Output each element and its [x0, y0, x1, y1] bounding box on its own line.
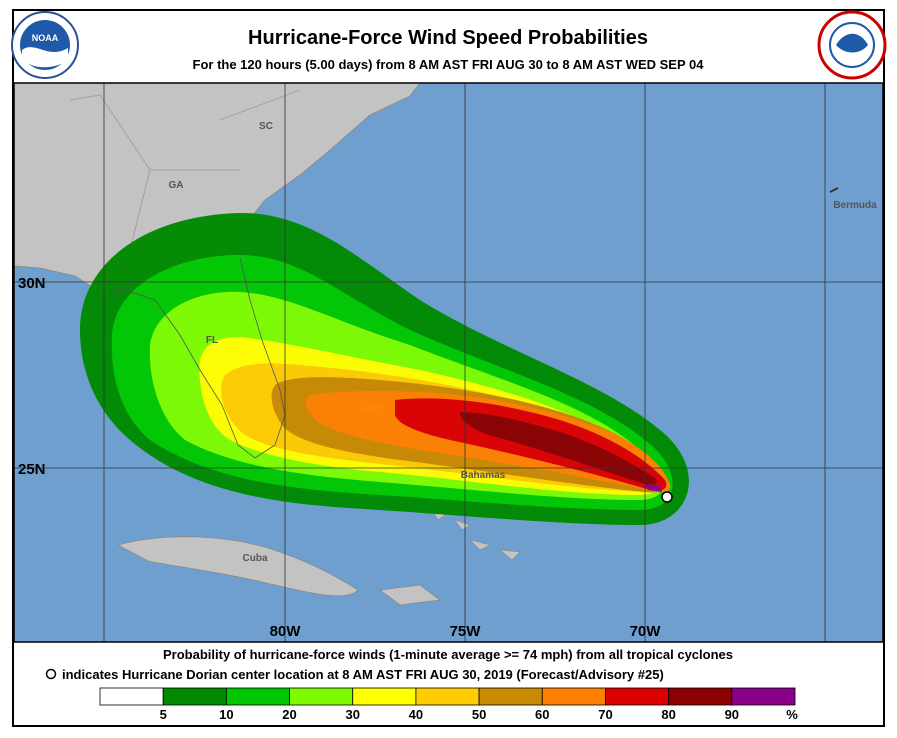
- legend-label: 10: [219, 707, 233, 722]
- place-label: SC: [259, 121, 273, 132]
- place-label: FL: [206, 335, 218, 346]
- nws-logo: [817, 10, 887, 80]
- legend-swatch: [225, 687, 290, 706]
- legend-swatch: [99, 687, 164, 706]
- place-label: Bahamas: [461, 470, 506, 481]
- legend-swatch: [478, 687, 543, 706]
- legend-label: 30: [345, 707, 359, 722]
- legend: 5 10 20 30 40 50 60 70 80 90%: [99, 687, 798, 722]
- lon-label: 75W: [450, 623, 482, 640]
- lon-label: 80W: [270, 623, 302, 640]
- coastline: [99, 257, 286, 459]
- graticule: [14, 83, 883, 642]
- legend-unit: %: [786, 707, 798, 722]
- hispaniola: [378, 584, 442, 606]
- legend-label: 80: [661, 707, 675, 722]
- map-frame: [13, 82, 884, 643]
- lat-label: 25N: [18, 461, 46, 478]
- legend-label: 5: [160, 707, 167, 722]
- lon-label: 70W: [630, 623, 662, 640]
- legend-swatch: [162, 687, 227, 706]
- legend-label: 60: [535, 707, 549, 722]
- map: SC GA FL Bermuda Cuba Bahamas 30N 25N 80…: [14, 83, 883, 642]
- place-label: Bermuda: [833, 200, 877, 211]
- legend-swatch: [415, 687, 480, 706]
- title: Hurricane-Force Wind Speed Probabilities: [248, 27, 648, 49]
- legend-label: 50: [472, 707, 486, 722]
- lat-label: 30N: [18, 275, 46, 292]
- legend-swatch: [668, 687, 733, 706]
- subtitle: For the 120 hours (5.00 days) from 8 AM …: [193, 57, 705, 72]
- legend-label: 40: [409, 707, 423, 722]
- legend-swatch: [352, 687, 417, 706]
- legend-label: 70: [598, 707, 612, 722]
- probability-swath: [80, 212, 689, 526]
- legend-swatch: [605, 687, 670, 706]
- legend-label: 20: [282, 707, 296, 722]
- place-label: GA: [169, 180, 184, 191]
- noaa-logo: NOAA: [11, 11, 79, 79]
- legend-swatch: [289, 687, 354, 706]
- caption-marker: [45, 668, 57, 680]
- caption-line1: Probability of hurricane-force winds (1-…: [163, 647, 733, 662]
- bermuda-island: [829, 187, 839, 193]
- legend-swatch: [541, 687, 606, 706]
- cuba: [116, 536, 359, 597]
- legend-label: 90: [725, 707, 739, 722]
- caption-line2: indicates Hurricane Dorian center locati…: [62, 667, 664, 682]
- legend-swatch: [731, 687, 796, 706]
- frame: [12, 9, 885, 727]
- storm-center: [661, 491, 673, 503]
- place-label: Cuba: [243, 553, 268, 564]
- noaa-text: NOAA: [32, 33, 59, 43]
